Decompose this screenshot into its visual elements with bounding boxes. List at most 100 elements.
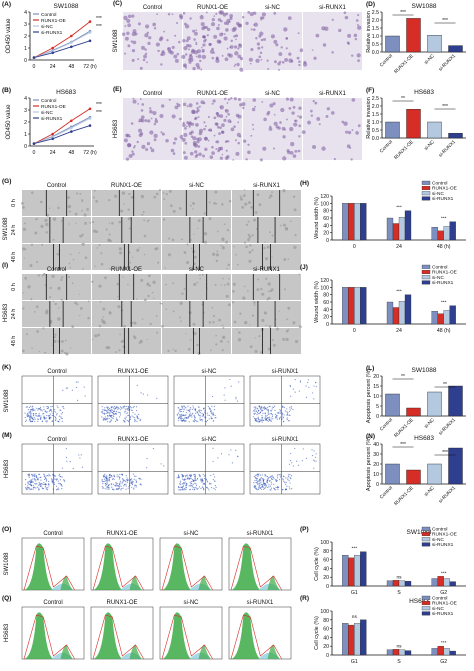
cell-dot (349, 146, 352, 149)
event-dot (289, 384, 291, 387)
texture-dot (169, 204, 173, 208)
event-dot (210, 416, 212, 418)
event-dot (128, 414, 130, 417)
texture-dot (228, 199, 232, 203)
cell-dot (217, 23, 220, 26)
texture-dot (57, 307, 60, 309)
event-dot (282, 478, 284, 480)
event-dot (27, 485, 29, 487)
x-tick-label: 24 (50, 150, 56, 156)
column-label: Control (43, 600, 62, 606)
event-dot (181, 473, 183, 475)
texture-dot (222, 277, 224, 280)
event-dot (190, 482, 192, 484)
texture-dot (74, 212, 78, 216)
texture-dot (232, 290, 235, 293)
cell-dot (241, 16, 245, 19)
event-dot (109, 476, 111, 478)
texture-dot (60, 340, 64, 343)
texture-dot (122, 240, 124, 242)
event-dot (255, 487, 257, 489)
event-dot (182, 483, 184, 485)
panel-label: (J) (300, 264, 308, 271)
texture-dot (221, 335, 226, 340)
event-dot (215, 486, 217, 489)
texture-dot (267, 266, 270, 269)
cell-dot (196, 106, 199, 110)
bar (404, 650, 412, 656)
cell-dot (200, 68, 203, 71)
event-dot (113, 416, 115, 418)
data-point (88, 20, 92, 23)
series-line-1 (33, 108, 91, 145)
texture-dot (203, 240, 208, 244)
cell-dot (256, 42, 260, 46)
event-dot (107, 412, 109, 414)
event-dot (58, 474, 60, 476)
event-dot (192, 407, 195, 409)
texture-dot (257, 278, 260, 281)
event-dot (160, 463, 162, 465)
texture-dot (53, 335, 56, 339)
cell-dot (197, 66, 201, 70)
event-dot (32, 418, 34, 420)
event-dot (134, 417, 136, 419)
wound-image (232, 190, 301, 216)
event-dot (192, 483, 194, 485)
texture-dot (155, 315, 158, 317)
event-dot (230, 449, 232, 451)
significance: ns (352, 615, 358, 620)
cell-dot (281, 126, 286, 131)
event-dot (224, 399, 226, 401)
event-dot (289, 488, 291, 490)
texture-dot (35, 217, 38, 221)
legend-label: Control (432, 526, 447, 532)
texture-dot (161, 324, 165, 328)
event-dot (305, 457, 308, 460)
texture-dot (94, 265, 96, 267)
event-dot (139, 419, 141, 422)
texture-dot (244, 320, 248, 325)
event-dot (79, 457, 81, 459)
event-dot (156, 397, 158, 399)
event-dot (102, 475, 105, 478)
event-dot (81, 466, 84, 468)
legend-label: RUNX1-OE (41, 18, 66, 24)
event-dot (113, 410, 115, 412)
texture-dot (228, 278, 230, 280)
cell-dot (144, 24, 150, 29)
cell-dot (354, 37, 358, 41)
event-dot (122, 480, 124, 482)
texture-dot (180, 320, 182, 322)
texture-dot (76, 192, 79, 195)
texture-dot (147, 294, 150, 298)
event-dot (110, 406, 113, 408)
event-dot (205, 421, 208, 423)
cell-dot (279, 121, 282, 124)
event-dot (126, 481, 128, 483)
texture-dot (172, 310, 175, 313)
cell-dot (227, 53, 231, 57)
y-tick-label: 10 (373, 394, 379, 400)
event-dot (263, 419, 265, 421)
y-axis-label: Wound width (%) (314, 281, 320, 323)
bar (398, 649, 406, 656)
texture-dot (243, 241, 247, 244)
g1-peak (24, 543, 54, 590)
cell-dot (262, 146, 267, 151)
texture-dot (128, 192, 131, 196)
cell-dot (250, 48, 254, 52)
event-dot (214, 485, 217, 487)
event-dot (32, 405, 34, 407)
texture-dot (100, 262, 104, 266)
texture-dot (81, 199, 84, 202)
x-tick-label: 24 (396, 328, 402, 334)
texture-dot (68, 262, 71, 265)
bar (406, 108, 421, 139)
cell-dot (233, 65, 236, 67)
texture-dot (146, 220, 149, 223)
cell-dot (345, 130, 349, 134)
event-dot (41, 410, 43, 412)
event-dot (254, 486, 256, 488)
